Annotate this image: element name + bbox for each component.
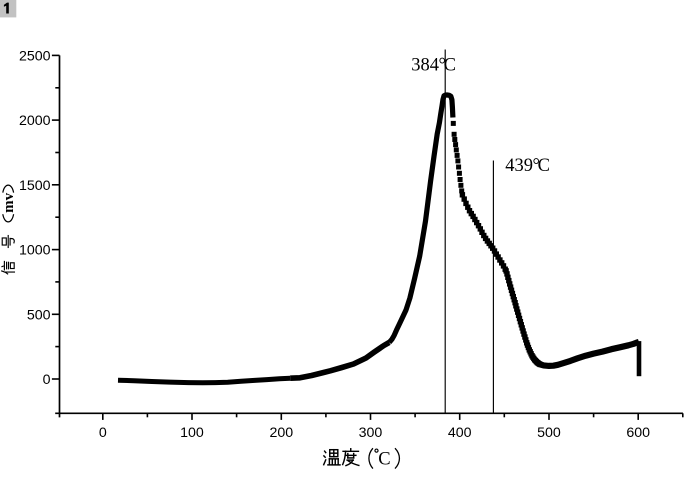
svg-text:0: 0: [99, 425, 107, 441]
svg-text:500: 500: [27, 307, 51, 323]
svg-text:300: 300: [359, 425, 383, 441]
svg-text:384°C: 384°C: [411, 56, 456, 76]
svg-text:200: 200: [269, 425, 293, 441]
svg-text:2500: 2500: [19, 49, 51, 65]
svg-text:1000: 1000: [19, 243, 51, 259]
svg-text:1500: 1500: [19, 178, 51, 194]
svg-text:400: 400: [448, 425, 472, 441]
svg-text:439°C: 439°C: [505, 156, 550, 176]
svg-text:mv: mv: [1, 192, 17, 212]
svg-text:C: C: [378, 450, 390, 470]
svg-text:600: 600: [626, 425, 650, 441]
svg-text:2000: 2000: [19, 113, 51, 129]
svg-text:0: 0: [43, 372, 51, 388]
svg-text:100: 100: [180, 425, 204, 441]
svg-text:500: 500: [537, 425, 561, 441]
